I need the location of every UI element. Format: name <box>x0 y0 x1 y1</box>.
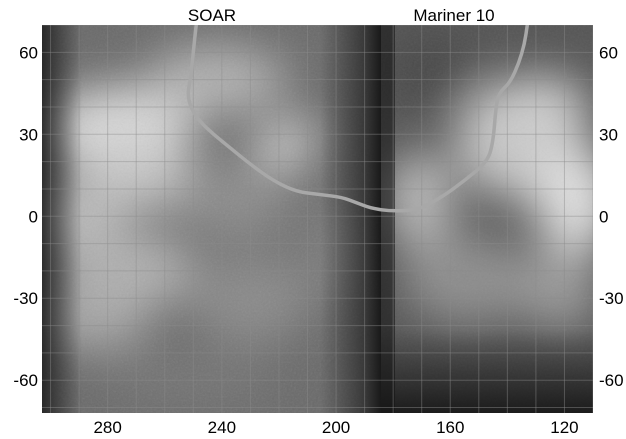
longitude-tick-label: 160 <box>436 418 464 437</box>
mariner10-image-panel <box>381 25 593 413</box>
latitude-tick-label-right: 30 <box>599 125 618 144</box>
soar-image-panel <box>42 25 381 413</box>
longitude-tick-label: 240 <box>208 418 236 437</box>
latitude-tick-label-left: -60 <box>13 371 38 390</box>
latitude-tick-label-right: 0 <box>599 207 608 226</box>
latitude-tick-label-right: -60 <box>599 371 624 390</box>
latitude-tick-label-left: 60 <box>19 43 38 62</box>
latitude-tick-labels-right: 60 30 0 -30 -60 <box>599 43 624 390</box>
coordinate-grid <box>42 25 593 413</box>
latitude-tick-label-right: 60 <box>599 43 618 62</box>
longitude-tick-label: 280 <box>93 418 121 437</box>
latitude-tick-label-left: 30 <box>19 125 38 144</box>
latitude-tick-labels-left: 60 30 0 -30 -60 <box>13 43 38 390</box>
latitude-tick-label-left: -30 <box>13 289 38 308</box>
latitude-tick-label-right: -30 <box>599 289 624 308</box>
latitude-tick-label-left: 0 <box>29 207 38 226</box>
mariner10-panel-label: Mariner 10 <box>413 6 494 25</box>
longitude-tick-labels: 280 240 200 160 120 <box>93 418 578 437</box>
longitude-tick-label: 200 <box>322 418 350 437</box>
soar-panel-label: SOAR <box>188 6 236 25</box>
boundary-curve <box>186 25 530 213</box>
longitude-tick-label: 120 <box>550 418 578 437</box>
